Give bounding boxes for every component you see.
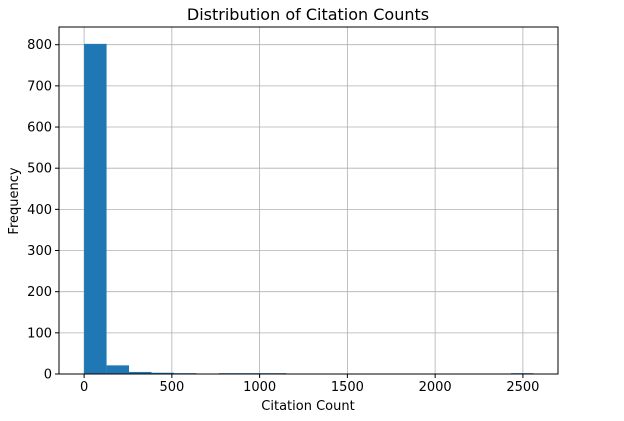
y-tick-label: 100 — [27, 326, 52, 341]
y-tick-label: 200 — [27, 285, 52, 300]
x-tick-label: 2500 — [506, 380, 539, 395]
chart-title: Distribution of Citation Counts — [187, 5, 429, 24]
x-axis-label: Citation Count — [261, 399, 354, 414]
y-tick-label: 700 — [27, 79, 52, 94]
y-tick-label: 0 — [44, 368, 52, 383]
x-tick-label: 500 — [159, 380, 184, 395]
grid-lines — [59, 27, 558, 375]
histogram-bars — [84, 43, 534, 374]
histogram-bar — [84, 43, 107, 374]
y-tick-label: 300 — [27, 244, 52, 259]
axes-frame — [58, 26, 559, 375]
axes — [58, 26, 559, 375]
y-tick-label: 400 — [27, 203, 52, 218]
tick-labels: 0 500 1000 1500 2000 2500 0 100 200 300 400 500 600 7… — [27, 38, 539, 395]
histogram-bar — [151, 372, 174, 374]
y-axis-label: Frequency — [7, 167, 22, 234]
x-tick-label: 0 — [80, 380, 88, 395]
y-tick-label: 600 — [27, 121, 52, 136]
x-tick-label: 1500 — [331, 380, 364, 395]
x-tick-label: 2000 — [419, 380, 452, 395]
x-tick-label: 1000 — [243, 380, 276, 395]
histogram-bar — [106, 365, 130, 374]
y-tick-label: 500 — [27, 162, 52, 177]
histogram-bar — [129, 371, 152, 374]
y-tick-label: 800 — [27, 38, 52, 53]
